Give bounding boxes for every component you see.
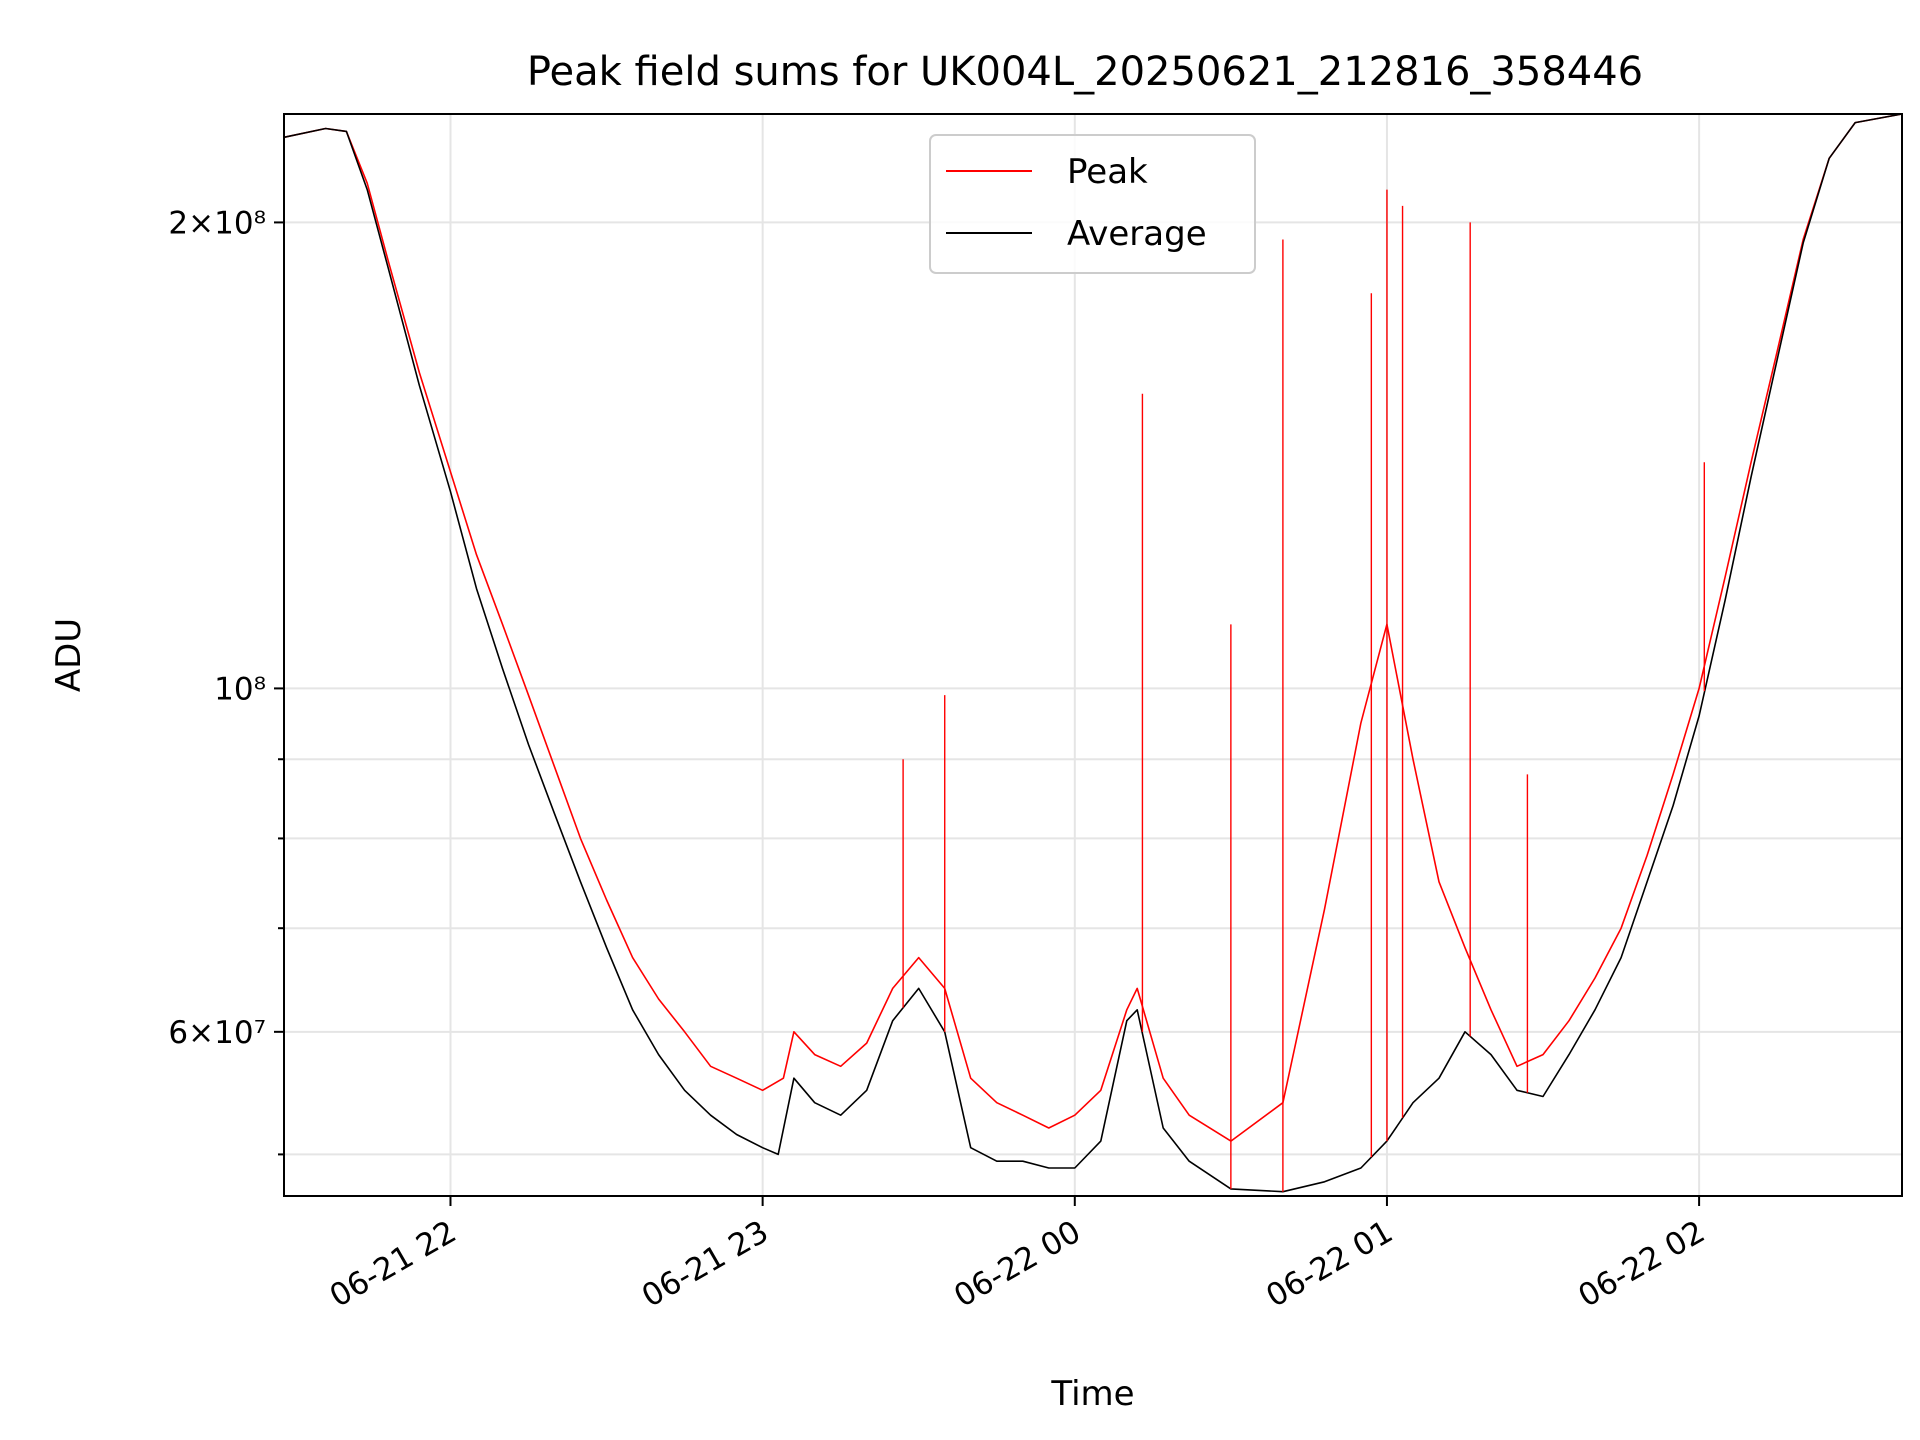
y-tick-label: 6×10⁷ (168, 1015, 266, 1051)
x-tick-label: 06-21 23 (636, 1214, 775, 1315)
y-tick-label: 2×10⁸ (168, 205, 266, 241)
x-tick-label: 06-21 22 (324, 1214, 463, 1315)
chart-title: Peak field sums for UK004L_20250621_2128… (527, 49, 1643, 95)
x-tick-label: 06-22 01 (1260, 1214, 1399, 1315)
y-tick-label: 10⁸ (214, 671, 266, 707)
series-line-average (283, 113, 1903, 1193)
legend: Peak Average (929, 134, 1256, 274)
y-axis-label: ADU (49, 618, 89, 692)
legend-label-average: Average (1067, 214, 1207, 254)
series-layer (283, 113, 1903, 1193)
legend-box (929, 134, 1256, 274)
legend-label-peak: Peak (1067, 152, 1148, 192)
plot-frame (283, 113, 1903, 1197)
x-tick-label: 06-22 02 (1572, 1214, 1711, 1315)
series-line-peak (283, 113, 1903, 1142)
grid (284, 114, 1902, 1196)
x-tick-label: 06-22 00 (948, 1214, 1087, 1315)
x-axis-label: Time (1050, 1374, 1134, 1414)
